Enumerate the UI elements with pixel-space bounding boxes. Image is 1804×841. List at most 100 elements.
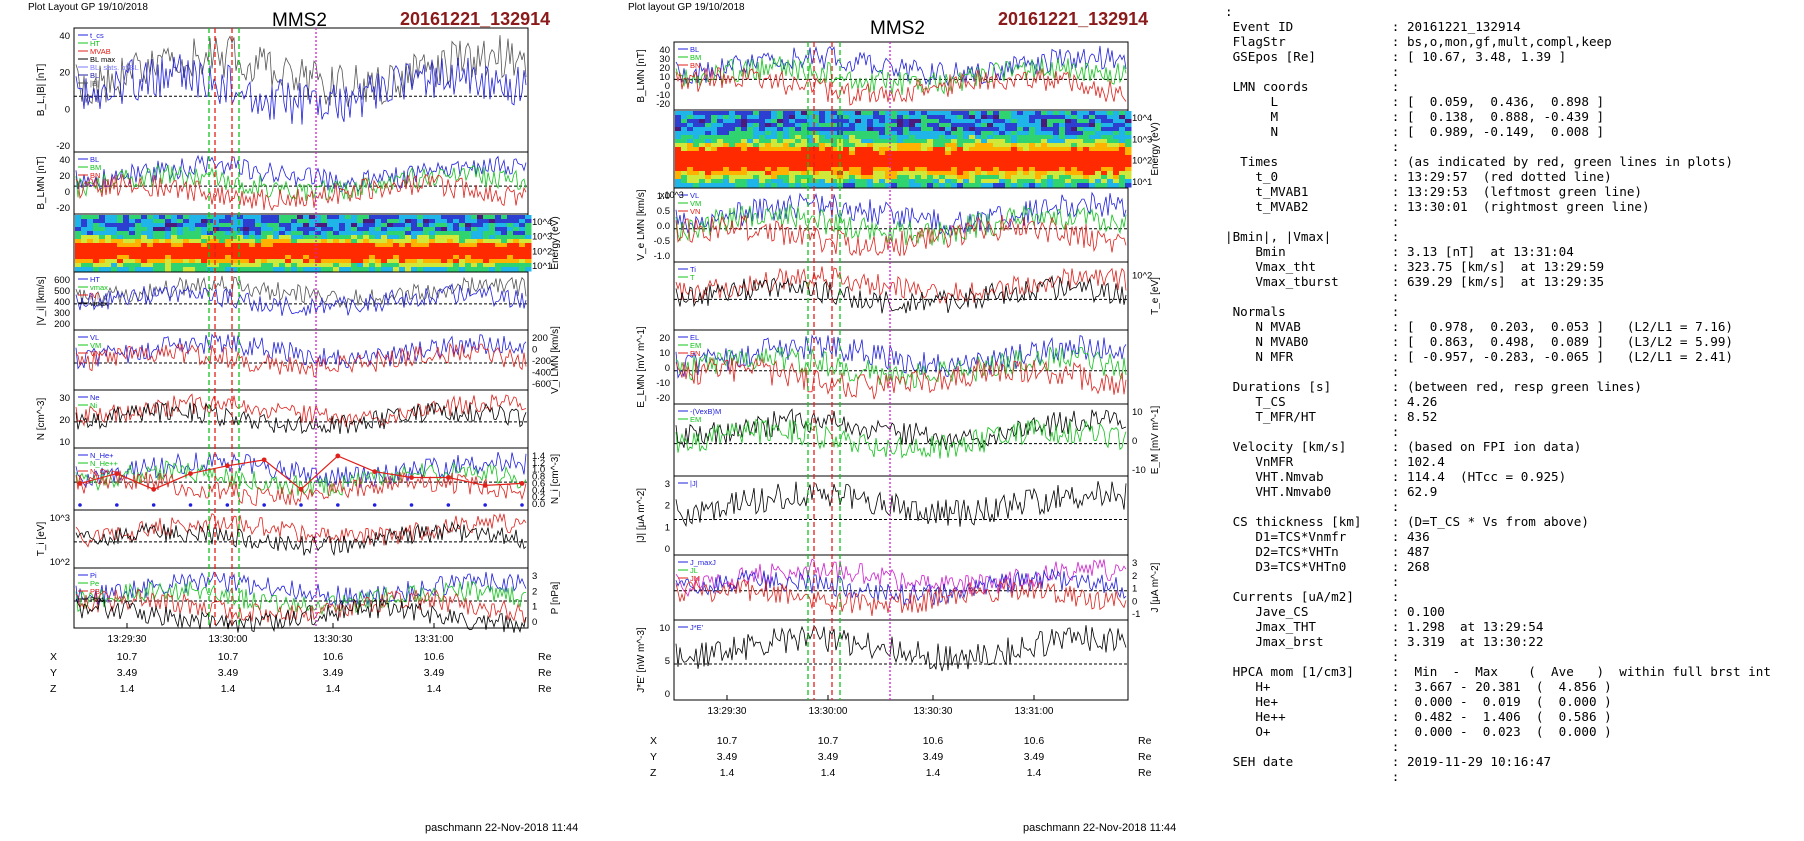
spectrogram-cell	[495, 215, 502, 220]
spectrogram-cell	[969, 155, 976, 160]
spectrogram-cell	[921, 127, 928, 132]
legend-label: BL max	[90, 55, 115, 64]
spectrogram-cell	[1065, 155, 1072, 160]
spectrogram-cell	[165, 263, 172, 268]
spectrogram-cell	[231, 267, 238, 272]
spectrogram-cell	[267, 247, 274, 252]
spectrogram-cell	[879, 123, 886, 128]
spectrogram-cell	[885, 183, 892, 188]
spectrogram-cell	[861, 135, 868, 140]
spectrogram-cell	[195, 259, 202, 264]
spectrogram-cell	[687, 167, 694, 172]
spectrogram-cell	[201, 255, 208, 260]
spectrogram-cell	[897, 119, 904, 124]
spectrogram-cell	[345, 243, 352, 248]
legend-label: |J|	[690, 479, 698, 488]
spectrogram-cell	[675, 143, 682, 148]
spectrogram-cell	[765, 111, 772, 116]
spectrogram-cell	[951, 155, 958, 160]
spectrogram-cell	[231, 227, 238, 232]
spectrogram-cell	[1125, 135, 1132, 140]
spectrogram-cell	[141, 231, 148, 236]
spectrogram-cell	[963, 147, 970, 152]
spectrogram-cell	[1095, 143, 1102, 148]
spectrogram-cell	[795, 175, 802, 180]
series-trace	[75, 164, 527, 202]
spectrogram-cell	[501, 243, 508, 248]
spectrogram-cell	[279, 259, 286, 264]
spectrogram-cell	[417, 231, 424, 236]
spectrogram-cell	[1047, 151, 1054, 156]
spectrogram-cell	[939, 167, 946, 172]
spectrogram-cell	[825, 135, 832, 140]
ni-o-plus-point	[188, 503, 193, 507]
spectrogram-cell	[231, 243, 238, 248]
spectrogram-cell	[735, 119, 742, 124]
spectrogram-cell	[951, 115, 958, 120]
spectrogram-cell	[81, 243, 88, 248]
spectrogram-cell	[687, 123, 694, 128]
spectrogram-cell	[231, 259, 238, 264]
spectrogram-cell	[1047, 139, 1054, 144]
spectrogram-cell	[387, 259, 394, 264]
spectrogram-cell	[447, 247, 454, 252]
spectrogram-cell	[885, 151, 892, 156]
spectrogram-cell	[681, 139, 688, 144]
spectrogram-cell	[333, 263, 340, 268]
spectrogram-cell	[1113, 115, 1120, 120]
spectrogram-cell	[261, 215, 268, 220]
spectrogram-cell	[453, 215, 460, 220]
spectrogram-cell	[681, 131, 688, 136]
spectrogram-cell	[447, 267, 454, 272]
spectrogram-cell	[891, 183, 898, 188]
y-tick-label: 0	[665, 363, 670, 374]
spectrogram-cell	[1005, 111, 1012, 116]
spectrogram-cell	[507, 251, 514, 256]
spectrogram-cell	[1035, 115, 1042, 120]
spectrogram-cell	[699, 115, 706, 120]
spectrogram-cell	[1029, 151, 1036, 156]
spectrogram-cell	[381, 255, 388, 260]
spectrogram-cell	[207, 263, 214, 268]
spectrogram-cell	[681, 175, 688, 180]
spectrogram-cell	[105, 231, 112, 236]
spectrogram-cell	[75, 255, 82, 260]
spectrogram-cell	[315, 255, 322, 260]
spectrogram-cell	[159, 219, 166, 224]
spectrogram-cell	[441, 259, 448, 264]
spectrogram-cell	[831, 115, 838, 120]
spectrogram-cell	[1005, 147, 1012, 152]
spectrogram-cell	[999, 171, 1006, 176]
spectrogram-cell	[141, 227, 148, 232]
spectrogram-cell	[939, 151, 946, 156]
spectrogram-cell	[681, 171, 688, 176]
spectrogram-cell	[1089, 159, 1096, 164]
spectrogram-cell	[141, 239, 148, 244]
spectrogram-cell	[813, 139, 820, 144]
spectrogram-cell	[855, 167, 862, 172]
spectrogram-cell	[171, 255, 178, 260]
spectrogram-cell	[783, 167, 790, 172]
spectrogram-cell	[855, 139, 862, 144]
spectrogram-cell	[951, 183, 958, 188]
spectrogram-cell	[405, 231, 412, 236]
spectrogram-cell	[765, 135, 772, 140]
spectrogram-cell	[237, 227, 244, 232]
coord-value: 10.6	[424, 651, 445, 663]
spectrogram-cell	[837, 167, 844, 172]
legend-label: BL	[90, 71, 99, 80]
spectrogram-cell	[819, 171, 826, 176]
spectrogram-cell	[1089, 111, 1096, 116]
spectrogram-cell	[93, 267, 100, 272]
spectrogram-cell	[429, 235, 436, 240]
spectrogram-cell	[771, 167, 778, 172]
spectrogram-cell	[327, 235, 334, 240]
spectrogram-cell	[459, 243, 466, 248]
spectrogram-cell	[153, 263, 160, 268]
spectrogram-cell	[1095, 155, 1102, 160]
y-tick-label: 20	[659, 333, 670, 344]
spectrogram-cell	[675, 135, 682, 140]
spectrogram-cell	[885, 115, 892, 120]
spectrogram-cell	[351, 215, 358, 220]
spectrogram-cell	[399, 243, 406, 248]
